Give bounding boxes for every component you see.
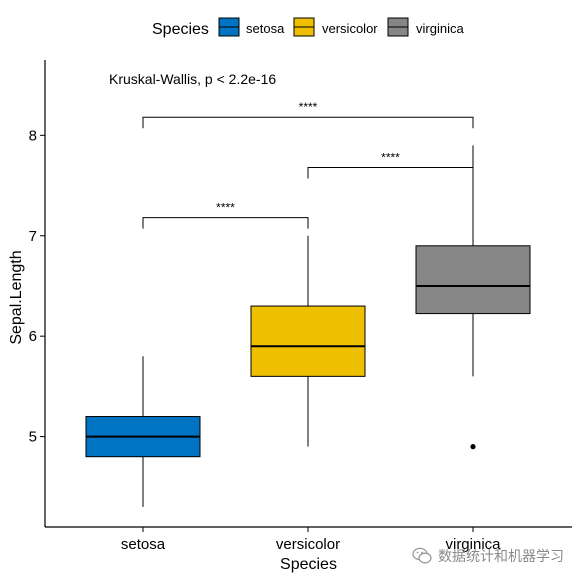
significance-label: **** [299, 100, 318, 114]
bracket-line [142, 217, 309, 229]
box-setosa [85, 356, 201, 507]
y-tick-label: 8 [29, 127, 37, 144]
comparison-bracket: **** [142, 201, 309, 229]
test-annotation: Kruskal-Wallis, p < 2.2e-16 [109, 71, 276, 87]
y-tick-label: 6 [29, 328, 37, 345]
y-axis-title: Sepal.Length [8, 250, 25, 344]
legend: Species setosa versicolor virginica [152, 17, 464, 38]
bracket-line [142, 116, 474, 129]
watermark: 数据统计和机器学习 [412, 546, 564, 566]
box-body [250, 305, 366, 377]
bracket-line [307, 166, 474, 179]
comparison-bracket: **** [142, 100, 474, 129]
wechat-icon [412, 547, 432, 564]
legend-label-versicolor: versicolor [322, 21, 378, 36]
x-tick-label: virginica [445, 536, 501, 553]
box-body [415, 245, 531, 315]
y-tick-label: 5 [29, 429, 37, 446]
box-virginica [415, 145, 531, 450]
plot-area: 5 6 7 8 setosa versicolor virginica Species Sepa… [8, 60, 572, 573]
x-tick-label: setosa [121, 536, 166, 553]
significance-label: **** [381, 150, 400, 164]
x-tick-label: versicolor [276, 536, 340, 553]
outlier-point [470, 444, 476, 450]
significance-label: **** [216, 201, 235, 215]
watermark-text: 数据统计和机器学习 [438, 548, 564, 564]
x-axis-title: Species [280, 556, 337, 573]
comparison-bracket: **** [307, 150, 474, 179]
legend-title: Species [152, 21, 209, 38]
y-tick-label: 7 [29, 228, 37, 245]
legend-label-virginica: virginica [416, 21, 464, 36]
box-versicolor [250, 235, 366, 447]
legend-label-setosa: setosa [246, 21, 285, 36]
